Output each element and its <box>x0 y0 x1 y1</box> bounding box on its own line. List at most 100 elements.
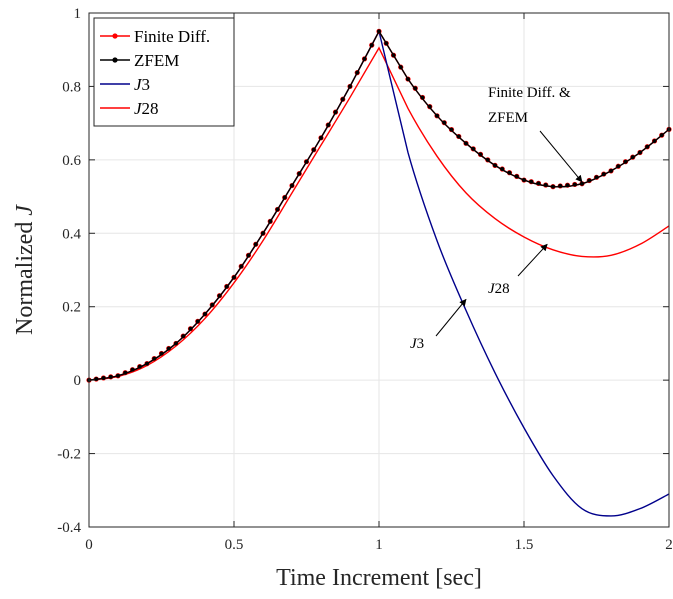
data-point-zfem <box>297 171 302 176</box>
data-point-zfem <box>435 113 439 118</box>
data-point-zfem <box>159 351 164 356</box>
data-point-zfem <box>94 377 99 382</box>
data-point-zfem <box>224 284 229 289</box>
data-point-zfem <box>232 275 236 280</box>
data-point-zfem <box>290 183 294 188</box>
data-point-zfem <box>529 179 534 184</box>
data-point-zfem <box>500 167 505 172</box>
data-point-zfem <box>572 182 577 187</box>
data-point-zfem <box>217 293 222 298</box>
data-point-zfem <box>558 183 563 188</box>
annotation-arrow <box>517 243 548 277</box>
annotation-text-line2: ZFEM <box>488 110 528 126</box>
data-point-zfem <box>261 231 265 236</box>
x-tick-label: 0 <box>85 537 93 553</box>
data-point-zfem <box>580 181 584 186</box>
data-point-zfem <box>493 163 497 168</box>
annotation-arrow <box>435 298 467 337</box>
data-point-zfem <box>420 95 425 100</box>
annotation-text: J3 <box>410 336 424 352</box>
data-point-zfem <box>406 77 410 82</box>
data-point-zfem <box>282 195 287 200</box>
data-point-zfem <box>166 346 171 351</box>
annotation-2: J28 <box>488 243 548 297</box>
legend-item-j28: J28 <box>100 99 159 118</box>
data-point-zfem <box>456 134 461 139</box>
data-point-zfem <box>348 84 352 89</box>
x-tick-label: 1 <box>375 537 383 553</box>
data-point-zfem <box>152 356 157 361</box>
data-point-zfem <box>355 70 360 75</box>
data-point-zfem <box>239 264 244 269</box>
data-point-zfem <box>413 86 418 91</box>
data-point-zfem <box>203 312 207 317</box>
y-tick-label: -0.4 <box>57 520 81 536</box>
data-point-zfem <box>340 97 345 102</box>
legend-label: ZFEM <box>134 51 179 70</box>
annotations: Finite Diff. & ZFEM J28 J3 <box>410 85 583 352</box>
data-point-zfem <box>630 155 635 160</box>
annotation-3: J3 <box>410 298 467 352</box>
y-tick-label: 0.6 <box>62 153 81 169</box>
data-point-zfem <box>377 29 381 34</box>
data-point-zfem <box>485 157 490 162</box>
data-point-zfem <box>522 178 526 183</box>
data-point-zfem <box>623 159 628 164</box>
legend-marker <box>112 33 118 39</box>
legend: Finite Diff. ZFEM J3 J28 <box>93 17 235 127</box>
data-point-zfem <box>195 319 200 324</box>
data-point-zfem <box>246 253 251 258</box>
data-point-zfem <box>442 120 447 125</box>
legend-item-zfem: ZFEM <box>100 51 179 70</box>
data-point-zfem <box>638 150 642 155</box>
legend-item-finite-diff: Finite Diff. <box>100 27 210 46</box>
data-point-zfem <box>601 172 606 177</box>
data-point-zfem <box>362 56 367 61</box>
x-axis-label: Time Increment [sec] <box>276 565 482 591</box>
data-point-zfem <box>398 65 403 70</box>
data-point-zfem <box>551 184 555 189</box>
y-tick-label: 0.8 <box>62 79 81 95</box>
data-point-zfem <box>108 374 113 379</box>
x-tick-label: 2 <box>665 537 673 553</box>
y-tick-label: 0 <box>74 373 82 389</box>
data-point-zfem <box>587 178 592 183</box>
data-point-zfem <box>565 183 570 188</box>
data-point-zfem <box>333 110 338 115</box>
x-tick-label: 0.5 <box>225 537 244 553</box>
annotation-text: Finite Diff. & <box>488 85 571 101</box>
data-point-zfem <box>645 144 650 149</box>
data-point-zfem <box>304 159 309 164</box>
data-point-zfem <box>253 242 258 247</box>
y-tick-label: 1 <box>74 6 82 22</box>
y-tick-label: 0.2 <box>62 300 81 316</box>
data-point-zfem <box>384 41 389 46</box>
data-point-zfem <box>514 174 519 179</box>
x-tick-label: 1.5 <box>515 537 534 553</box>
data-point-zfem <box>543 183 548 188</box>
annotation-arrow <box>539 130 583 183</box>
data-point-zfem <box>652 138 657 143</box>
y-tick-label: -0.2 <box>57 447 81 463</box>
data-point-zfem <box>319 135 323 140</box>
y-axis-label: Normalized J <box>12 204 38 335</box>
data-point-zfem <box>609 168 613 173</box>
data-point-zfem <box>507 170 512 175</box>
annotation-1: Finite Diff. & ZFEM <box>488 85 583 183</box>
ticks: 0 0.5 1 1.5 2 -0.4 -0.2 0 0.2 0.4 0.6 0.8 1 <box>57 6 673 553</box>
data-point-zfem <box>116 373 120 378</box>
legend-label: J28 <box>134 99 159 118</box>
data-point-zfem <box>391 53 396 58</box>
legend-label: J3 <box>134 75 150 94</box>
data-point-zfem <box>478 152 483 157</box>
data-point-zfem <box>101 375 106 380</box>
y-tick-label: 0.4 <box>62 226 81 242</box>
data-point-zfem <box>275 207 280 212</box>
data-point-zfem <box>369 43 374 48</box>
series-zfem <box>87 29 671 383</box>
data-point-zfem <box>137 364 142 369</box>
data-point-zfem <box>174 341 178 346</box>
data-point-zfem <box>464 141 468 146</box>
data-point-zfem <box>123 370 128 375</box>
